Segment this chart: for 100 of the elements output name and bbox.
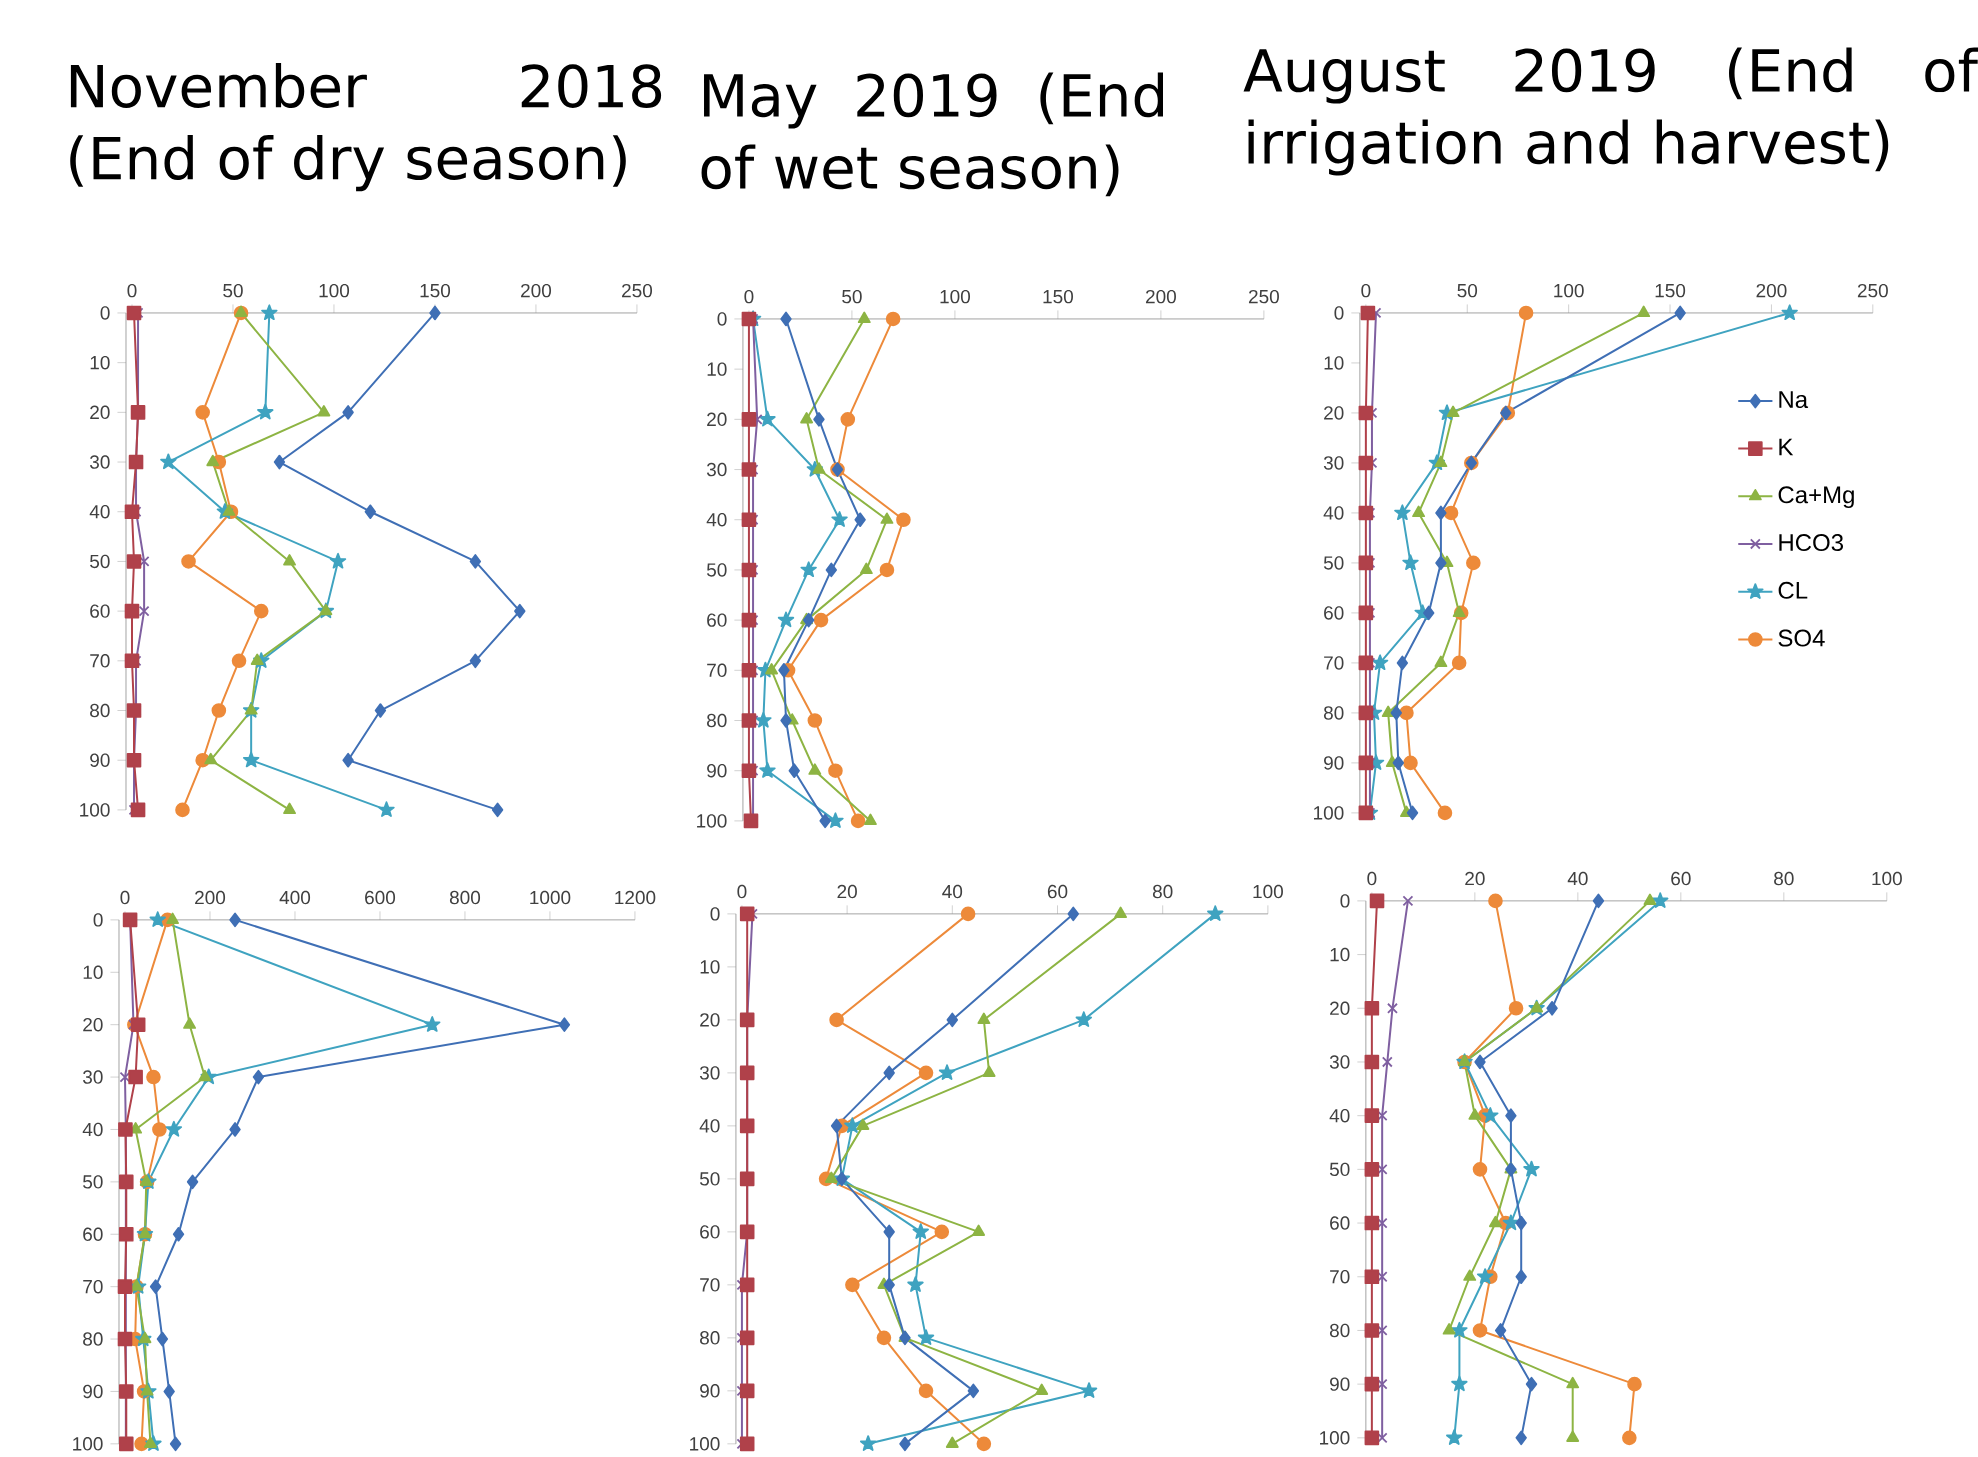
legend-label: Na bbox=[1779, 391, 1809, 408]
x-tick-label: 0 bbox=[127, 283, 137, 298]
legend-label: CL bbox=[1778, 581, 1808, 599]
x-tick-label: 20 bbox=[1465, 871, 1485, 886]
x-tick-label: 60 bbox=[1047, 884, 1068, 899]
legend-label: SO4 bbox=[1778, 629, 1825, 647]
x-tick-label: 0 bbox=[1367, 871, 1377, 886]
y-tick-label: 60 bbox=[1330, 1216, 1350, 1230]
x-tick-label: 50 bbox=[1457, 283, 1478, 298]
y-tick-label: 50 bbox=[706, 563, 727, 577]
y-tick-label: 0 bbox=[93, 913, 103, 927]
y-tick-label: 80 bbox=[707, 713, 727, 728]
y-tick-label: 80 bbox=[90, 703, 110, 718]
x-tick-label: 100 bbox=[319, 283, 350, 298]
y-tick-label: 60 bbox=[90, 604, 110, 618]
x-tick-label: 50 bbox=[842, 289, 862, 304]
y-tick-label: 10 bbox=[700, 960, 720, 974]
y-tick-label: 80 bbox=[1323, 706, 1344, 720]
y-tick-label: 50 bbox=[1329, 1162, 1350, 1176]
x-tick-label: 200 bbox=[1145, 289, 1176, 304]
x-tick-label: 0 bbox=[1361, 283, 1371, 298]
y-tick-label: 90 bbox=[707, 763, 727, 778]
y-tick-label: 0 bbox=[717, 312, 727, 326]
y-tick-label: 0 bbox=[710, 907, 720, 921]
x-tick-label: 100 bbox=[1872, 871, 1902, 886]
y-tick-label: 20 bbox=[707, 412, 727, 426]
y-tick-label: 100 bbox=[1320, 1431, 1350, 1445]
x-tick-label: 600 bbox=[365, 890, 396, 905]
x-tick-label: 100 bbox=[1554, 283, 1584, 298]
y-tick-label: 20 bbox=[1324, 406, 1344, 420]
y-tick-label: 100 bbox=[80, 803, 110, 817]
y-tick-label: 90 bbox=[700, 1384, 720, 1398]
y-tick-label: 30 bbox=[1329, 1055, 1350, 1069]
y-tick-label: 50 bbox=[90, 554, 110, 569]
y-tick-label: 80 bbox=[83, 1332, 103, 1346]
x-tick-label: 200 bbox=[521, 283, 552, 298]
x-tick-label: 200 bbox=[1756, 283, 1787, 298]
y-tick-label: 90 bbox=[1330, 1377, 1350, 1391]
y-tick-label: 20 bbox=[700, 1013, 720, 1027]
x-tick-label: 50 bbox=[223, 283, 243, 298]
y-tick-label: 70 bbox=[700, 1278, 720, 1292]
y-tick-label: 40 bbox=[89, 504, 110, 519]
legend-label: K bbox=[1779, 438, 1794, 456]
y-tick-label: 30 bbox=[1323, 456, 1344, 470]
x-tick-label: 1200 bbox=[615, 890, 656, 905]
x-tick-label: 250 bbox=[1248, 289, 1279, 304]
x-tick-label: 1000 bbox=[530, 890, 571, 905]
x-tick-label: 250 bbox=[1857, 283, 1888, 298]
y-tick-label: 20 bbox=[83, 1017, 103, 1032]
y-tick-label: 70 bbox=[83, 1279, 103, 1294]
x-tick-label: 250 bbox=[622, 283, 653, 298]
y-tick-label: 70 bbox=[707, 663, 727, 677]
legend-label: Ca+Mg bbox=[1778, 486, 1854, 508]
y-tick-label: 10 bbox=[1330, 947, 1350, 962]
legend-label: HCO3 bbox=[1779, 534, 1844, 551]
x-tick-label: 20 bbox=[837, 884, 857, 899]
y-tick-label: 40 bbox=[82, 1122, 103, 1137]
chart-title: November 2018 (End of dry season) bbox=[70, 62, 662, 192]
y-tick-label: 70 bbox=[1324, 656, 1344, 670]
x-tick-label: 100 bbox=[1253, 884, 1283, 899]
x-tick-label: 800 bbox=[449, 890, 481, 905]
x-tick-label: 0 bbox=[744, 289, 754, 304]
y-tick-label: 40 bbox=[706, 512, 727, 527]
y-tick-label: 10 bbox=[90, 355, 110, 370]
y-tick-label: 90 bbox=[90, 753, 110, 767]
x-tick-label: 0 bbox=[737, 884, 747, 899]
chart-title: May 2019 (End of wet season) bbox=[701, 72, 1163, 197]
y-tick-label: 30 bbox=[706, 462, 727, 477]
x-tick-label: 150 bbox=[1655, 283, 1686, 298]
x-tick-label: 40 bbox=[1567, 871, 1588, 886]
y-tick-label: 10 bbox=[83, 965, 103, 979]
y-tick-label: 60 bbox=[83, 1227, 103, 1241]
y-tick-label: 90 bbox=[83, 1384, 103, 1399]
x-tick-label: 80 bbox=[1152, 884, 1173, 899]
y-tick-label: 70 bbox=[1330, 1269, 1350, 1284]
x-tick-label: 200 bbox=[195, 890, 226, 905]
x-tick-label: 40 bbox=[942, 884, 963, 899]
y-tick-label: 70 bbox=[90, 653, 110, 668]
y-tick-label: 30 bbox=[89, 455, 110, 469]
x-tick-label: 60 bbox=[1671, 871, 1691, 886]
x-tick-label: 100 bbox=[940, 289, 971, 304]
y-tick-label: 30 bbox=[82, 1070, 103, 1084]
y-tick-label: 60 bbox=[707, 613, 727, 627]
y-tick-label: 10 bbox=[1324, 356, 1344, 370]
y-tick-label: 10 bbox=[707, 362, 727, 376]
x-tick-label: 80 bbox=[1774, 871, 1794, 886]
y-tick-label: 30 bbox=[699, 1066, 720, 1080]
y-tick-label: 0 bbox=[1334, 306, 1344, 320]
y-tick-label: 40 bbox=[699, 1119, 720, 1133]
y-tick-label: 80 bbox=[700, 1331, 720, 1345]
y-tick-label: 50 bbox=[1323, 556, 1344, 570]
y-tick-label: 60 bbox=[1324, 606, 1344, 620]
x-tick-label: 400 bbox=[279, 890, 311, 905]
y-tick-label: 40 bbox=[1323, 506, 1344, 520]
y-tick-label: 40 bbox=[1329, 1108, 1350, 1123]
y-tick-label: 100 bbox=[697, 814, 727, 828]
y-tick-label: 100 bbox=[73, 1437, 103, 1451]
x-tick-label: 150 bbox=[420, 283, 451, 298]
y-tick-label: 100 bbox=[1314, 806, 1344, 820]
y-tick-label: 50 bbox=[699, 1172, 720, 1186]
